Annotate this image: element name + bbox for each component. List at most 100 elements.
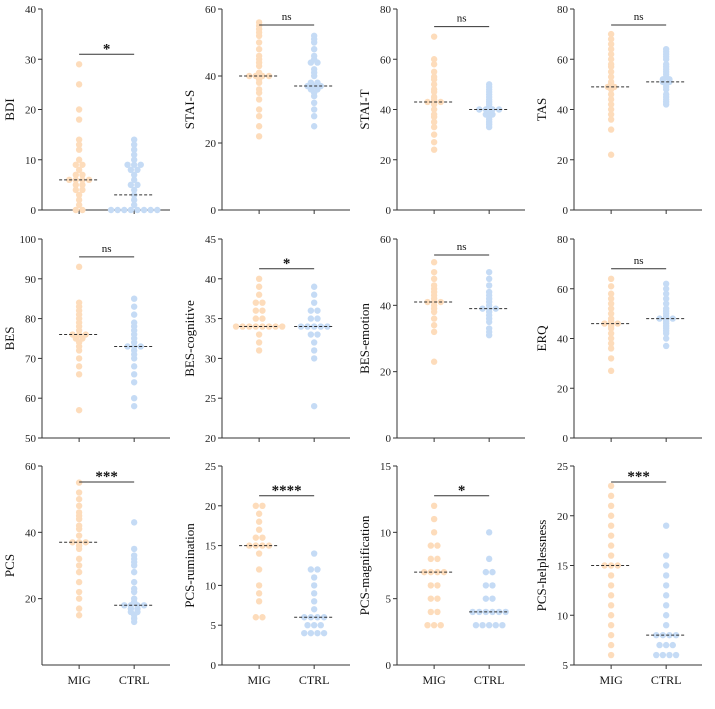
ctrl-point bbox=[130, 395, 138, 402]
y-tick-label: 20 bbox=[205, 433, 217, 445]
y-tick-label: 20 bbox=[25, 594, 37, 606]
mig-point bbox=[607, 641, 615, 649]
mig-point bbox=[607, 572, 615, 579]
mig-point bbox=[232, 323, 240, 330]
ctrl-point bbox=[662, 522, 670, 529]
ctrl-point bbox=[137, 161, 144, 168]
mig-point bbox=[607, 101, 615, 108]
mig-point bbox=[607, 330, 615, 337]
ctrl-point bbox=[307, 79, 315, 86]
mig-point bbox=[427, 595, 435, 602]
ctrl-point bbox=[485, 529, 493, 536]
y-tick-label: 0 bbox=[211, 205, 217, 217]
mig-point bbox=[607, 592, 615, 599]
ctrl-point bbox=[130, 161, 138, 168]
mig-point bbox=[607, 51, 615, 58]
mig-point bbox=[255, 69, 263, 76]
mig-point bbox=[75, 605, 83, 612]
y-axis-label: PCS-magnification bbox=[357, 515, 372, 615]
panel-pcs: 20 40 60 PCS MIG CTRL *** bbox=[2, 461, 170, 687]
y-axis-label: PCS bbox=[2, 554, 17, 577]
ctrl-point bbox=[130, 156, 138, 163]
mig-point bbox=[75, 588, 83, 596]
y-tick-label: 35 bbox=[205, 314, 217, 326]
mig-point bbox=[79, 181, 86, 189]
ctrl-point bbox=[310, 339, 318, 346]
ctrl-point bbox=[130, 379, 138, 386]
mig-point bbox=[79, 171, 86, 179]
ctrl-point bbox=[130, 176, 138, 184]
ctrl-point bbox=[492, 622, 499, 629]
mig-point bbox=[607, 30, 615, 38]
ctrl-point bbox=[310, 622, 318, 629]
mig-point bbox=[279, 323, 286, 330]
mig-point bbox=[430, 61, 438, 68]
ctrl-point bbox=[130, 151, 138, 158]
mig-point bbox=[430, 322, 438, 329]
mig-point bbox=[79, 206, 86, 214]
ctrl-point bbox=[472, 622, 480, 629]
mig-point bbox=[75, 299, 83, 306]
ctrl-point bbox=[489, 608, 496, 616]
y-tick-label: 40 bbox=[205, 274, 217, 286]
mig-point bbox=[601, 562, 608, 569]
mig-point bbox=[607, 502, 615, 509]
ctrl-point bbox=[662, 582, 670, 589]
ctrl-point bbox=[469, 608, 476, 616]
ctrl-point bbox=[310, 299, 318, 306]
mig-point bbox=[430, 81, 438, 88]
ctrl-point bbox=[482, 568, 490, 576]
mig-point bbox=[75, 81, 83, 88]
ctrl-point bbox=[310, 123, 318, 130]
mig-point bbox=[607, 111, 615, 118]
ctrl-point bbox=[130, 552, 138, 559]
x-tick-label: CTRL bbox=[299, 673, 330, 687]
y-tick-label: 60 bbox=[380, 234, 392, 246]
ctrl-point bbox=[310, 323, 318, 330]
y-tick-label: 30 bbox=[25, 54, 37, 66]
mig-point bbox=[607, 335, 615, 342]
ctrl-point bbox=[310, 283, 318, 290]
mig-point bbox=[430, 106, 438, 113]
mig-point bbox=[75, 355, 83, 362]
y-tick-label: 90 bbox=[25, 274, 37, 286]
mig-point bbox=[255, 52, 263, 60]
y-tick-label: 60 bbox=[25, 461, 37, 473]
mig-point bbox=[607, 305, 615, 312]
x-tick-label: MIG bbox=[247, 673, 271, 687]
y-tick-label: 10 bbox=[205, 580, 217, 592]
y-tick-label: 40 bbox=[380, 105, 392, 117]
ctrl-point bbox=[130, 146, 138, 153]
mig-point bbox=[607, 622, 615, 629]
ctrl-point bbox=[662, 280, 670, 287]
significance-label: ns bbox=[102, 243, 112, 255]
y-tick-label: 30 bbox=[205, 353, 217, 365]
mig-point bbox=[601, 320, 608, 327]
y-tick-label: 15 bbox=[380, 461, 392, 473]
mig-point bbox=[607, 68, 615, 76]
ctrl-point bbox=[114, 206, 121, 214]
mig-point bbox=[427, 608, 435, 616]
y-tick-label: 40 bbox=[557, 334, 569, 346]
mig-point bbox=[255, 39, 263, 46]
ctrl-point bbox=[662, 342, 670, 350]
y-tick-label: 5 bbox=[386, 594, 392, 606]
ctrl-point bbox=[147, 206, 154, 214]
ctrl-point bbox=[662, 572, 670, 579]
mig-point bbox=[607, 126, 615, 133]
y-tick-label: 20 bbox=[205, 501, 217, 513]
mig-point bbox=[255, 123, 263, 130]
ctrl-point bbox=[314, 79, 321, 86]
mig-point bbox=[607, 631, 615, 639]
ctrl-point bbox=[672, 651, 680, 659]
significance-label: * bbox=[458, 483, 466, 499]
ctrl-point bbox=[485, 81, 493, 88]
y-axis-label: PCS-helplessness bbox=[534, 520, 549, 612]
mig-point bbox=[430, 502, 438, 509]
ctrl-point bbox=[127, 166, 135, 173]
mig-point bbox=[239, 323, 246, 330]
mig-point bbox=[430, 328, 438, 336]
mig-point bbox=[259, 323, 266, 330]
ctrl-point bbox=[130, 136, 138, 143]
y-tick-label: 60 bbox=[380, 54, 392, 66]
